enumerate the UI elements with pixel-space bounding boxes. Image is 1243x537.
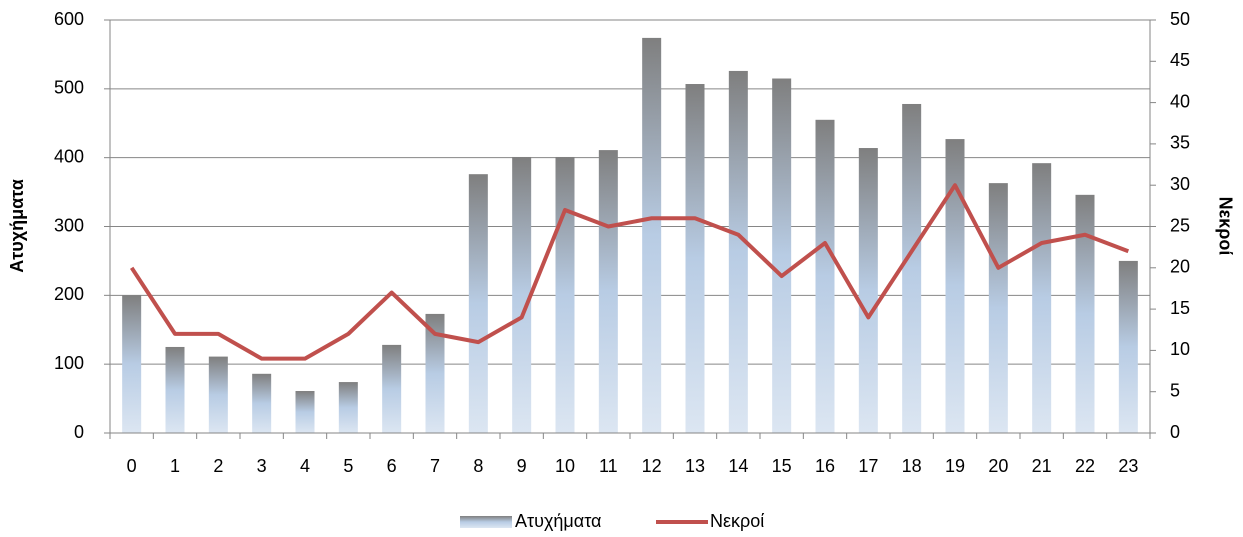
x-tick-label: 20: [988, 456, 1008, 476]
bar: [425, 313, 445, 433]
x-tick-label: 7: [430, 456, 440, 476]
bar: [642, 37, 662, 433]
x-tick-label: 16: [815, 456, 835, 476]
x-tick-label: 1: [170, 456, 180, 476]
legend-label: Ατυχήματα: [515, 511, 601, 531]
y2-tick-label: 5: [1170, 380, 1180, 400]
bar: [252, 373, 272, 433]
x-tick-label: 5: [343, 456, 353, 476]
x-tick-label: 6: [387, 456, 397, 476]
bar: [382, 344, 402, 433]
x-tick-label: 4: [300, 456, 310, 476]
bar: [685, 84, 705, 433]
y2-axis-title: Νεκροί: [1215, 197, 1235, 256]
x-tick-label: 19: [945, 456, 965, 476]
x-tick-label: 3: [257, 456, 267, 476]
y2-tick-label: 25: [1170, 215, 1190, 235]
y2-tick-label: 20: [1170, 257, 1190, 277]
bar: [1032, 163, 1052, 433]
y2-tick-label: 30: [1170, 174, 1190, 194]
bar: [945, 139, 965, 433]
x-tick-label: 13: [685, 456, 705, 476]
bar: [772, 78, 792, 433]
x-tick-label: 8: [473, 456, 483, 476]
legend-label: Νεκροί: [710, 511, 764, 531]
x-tick-label: 17: [858, 456, 878, 476]
y2-tick-label: 50: [1170, 9, 1190, 29]
x-tick-label: 0: [127, 456, 137, 476]
y2-tick-label: 35: [1170, 133, 1190, 153]
bar: [338, 382, 358, 433]
x-tick-label: 12: [642, 456, 662, 476]
x-tick-label: 15: [772, 456, 792, 476]
x-tick-label: 10: [555, 456, 575, 476]
y-tick-label: 500: [54, 78, 84, 98]
bar: [208, 356, 228, 433]
y2-tick-label: 0: [1170, 422, 1180, 442]
bar: [1118, 260, 1138, 433]
y-tick-label: 100: [54, 353, 84, 373]
bar: [555, 156, 575, 433]
bar: [815, 119, 835, 433]
bar: [902, 103, 922, 433]
y-tick-label: 300: [54, 215, 84, 235]
y-axis-title: Ατυχήματα: [7, 179, 27, 273]
y2-tick-label: 45: [1170, 50, 1190, 70]
bar: [122, 295, 142, 433]
bar: [165, 346, 185, 433]
x-tick-label: 18: [902, 456, 922, 476]
bar: [1075, 194, 1095, 433]
x-tick-label: 21: [1032, 456, 1052, 476]
bar: [728, 70, 748, 433]
line: [129, 183, 1130, 361]
bar: [468, 174, 488, 434]
x-tick-label: 11: [599, 456, 618, 476]
bar: [598, 150, 618, 433]
y2-tick-label: 15: [1170, 298, 1190, 318]
legend-swatch: [460, 516, 512, 528]
x-tick-label: 9: [517, 456, 527, 476]
y-tick-label: 0: [74, 422, 84, 442]
y2-tick-label: 40: [1170, 91, 1190, 111]
x-tick-label: 14: [728, 456, 748, 476]
bar: [295, 391, 315, 433]
y-tick-label: 400: [54, 146, 84, 166]
bar: [988, 183, 1008, 433]
bar: [858, 148, 878, 433]
y-tick-label: 600: [54, 9, 84, 29]
x-tick-label: 23: [1118, 456, 1138, 476]
x-tick-label: 2: [213, 456, 223, 476]
x-tick-label: 22: [1075, 456, 1095, 476]
bar: [512, 156, 532, 433]
y-tick-label: 200: [54, 284, 84, 304]
y2-tick-label: 10: [1170, 339, 1190, 359]
